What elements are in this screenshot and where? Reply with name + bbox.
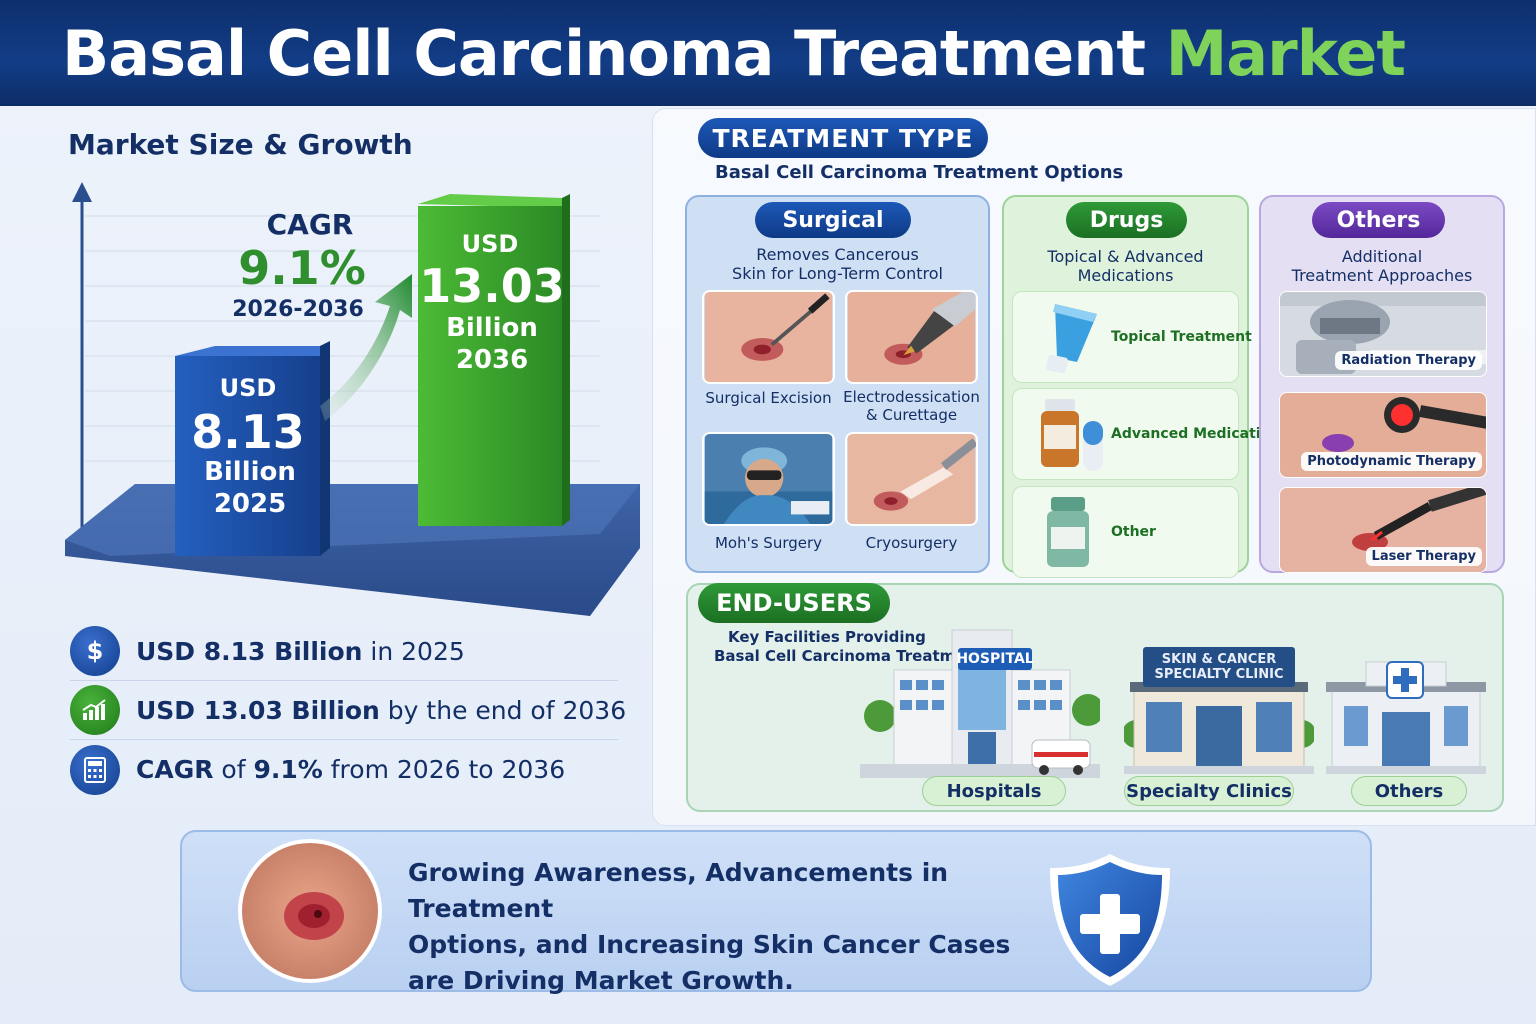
- cagr-value: 9.1%: [238, 241, 366, 295]
- bar-chart-svg: USD 8.13 Billion 2025 USD 13.03 Billion …: [65, 182, 640, 616]
- calculator-icon: [70, 744, 120, 795]
- surgical-excision-image: [702, 290, 835, 384]
- market-bar-chart: USD 8.13 Billion 2025 USD 13.03 Billion …: [40, 176, 650, 626]
- bar-2036-year: 2036: [456, 345, 528, 375]
- hospitals-label: Hospitals: [922, 776, 1066, 806]
- mohs-surgery-image: [702, 432, 835, 526]
- advanced-medication-label: Advanced Medication: [1111, 426, 1281, 442]
- topical-treatment-card: Topical Treatment: [1012, 291, 1252, 383]
- radiation-therapy-card: Radiation Therapy: [1279, 291, 1487, 377]
- cagr-label: CAGR: [267, 208, 354, 241]
- clinic-sign-line1: SKIN & CANCER: [1161, 652, 1277, 667]
- bar-2025-currency: USD: [220, 374, 277, 402]
- specialty-clinic-building-image: [1124, 682, 1314, 774]
- end-users-pill: END-USERS: [698, 583, 890, 623]
- bar-2036-currency: USD: [462, 230, 519, 258]
- fact-2025-bold: USD 8.13 Billion: [136, 636, 363, 666]
- fact-text-cagr: CAGR of 9.1% from 2026 to 2036: [136, 755, 565, 784]
- skin-lesion-image: [238, 839, 382, 983]
- fact-cagr-rest: from 2026 to 2036: [322, 755, 566, 784]
- fact-row-2025: $ USD 8.13 Billion in 2025: [70, 622, 618, 681]
- shield-icon: [1050, 854, 1170, 986]
- market-facts-list: $ USD 8.13 Billion in 2025 USD 13.03 Bil…: [70, 622, 626, 799]
- surgical-desc-line2: Skin for Long-Term Control: [732, 264, 943, 283]
- page-title: Basal Cell Carcinoma Treatment Market: [62, 16, 1406, 90]
- electrodessication-label: Electrodessication & Curettage: [835, 388, 988, 424]
- banner-line2: Options, and Increasing Skin Cancer Case…: [408, 930, 1011, 959]
- banner-text: Growing Awareness, Advancements in Treat…: [408, 855, 1048, 999]
- ointment-tube-icon: [1046, 304, 1097, 374]
- bar-2036-unit: Billion: [446, 313, 538, 343]
- others-facility-label: Others: [1351, 776, 1467, 806]
- fact-cagr-mid: of: [213, 755, 254, 784]
- growth-arrow: [320, 274, 412, 421]
- title-main: Basal Cell Carcinoma Treatment: [62, 16, 1146, 90]
- drugs-desc: Topical & Advanced Medications: [1004, 247, 1247, 285]
- others-desc: Additional Treatment Approaches: [1261, 247, 1503, 285]
- medical-cross-icon: [1386, 661, 1424, 699]
- fact-2025-rest: in 2025: [362, 636, 465, 666]
- mohs-surgery-label: Moh's Surgery: [714, 534, 823, 552]
- y-axis-arrowhead: [72, 182, 92, 202]
- others-desc-line1: Additional: [1341, 247, 1423, 266]
- surgical-pill: Surgical: [755, 202, 911, 238]
- clinic-sign: SKIN & CANCER SPECIALTY CLINIC: [1143, 647, 1295, 687]
- laser-therapy-card: Laser Therapy: [1279, 487, 1487, 573]
- electrodessication-label-line1: Electrodessication: [843, 388, 980, 406]
- end-users-desc: Key Facilities Providing Basal Cell Carc…: [714, 628, 983, 666]
- bar-2025-value: 8.13: [191, 405, 305, 459]
- title-accent: Market: [1165, 16, 1406, 90]
- other-drug-card: Other: [1012, 486, 1239, 578]
- fact-cagr-bold2: 9.1%: [253, 755, 323, 784]
- advanced-medication-card: Advanced Medication: [1012, 388, 1280, 480]
- fact-text-2025: USD 8.13 Billion in 2025: [136, 637, 465, 666]
- fact-text-2036: USD 13.03 Billion by the end of 2036: [136, 696, 626, 725]
- medicine-bottle-icon: [1041, 399, 1103, 471]
- fact-cagr-bold: CAGR: [136, 755, 214, 784]
- drugs-desc-line1: Topical & Advanced: [1047, 247, 1204, 266]
- banner-line3: are Driving Market Growth.: [408, 966, 794, 995]
- treatment-subtitle: Basal Cell Carcinoma Treatment Options: [715, 162, 1124, 183]
- surgical-desc: Removes Cancerous Skin for Long-Term Con…: [687, 245, 988, 283]
- electrodessication-label-line2: & Curettage: [865, 406, 958, 424]
- others-pill: Others: [1312, 202, 1445, 238]
- end-users-desc-line2: Basal Cell Carcinoma Treatment: [714, 647, 984, 665]
- fact-row-2036: USD 13.03 Billion by the end of 2036: [70, 681, 626, 740]
- drugs-pill: Drugs: [1066, 202, 1187, 238]
- photodynamic-therapy-card: Photodynamic Therapy: [1279, 392, 1487, 478]
- specialty-clinics-label: Specialty Clinics: [1124, 776, 1294, 806]
- fact-2036-rest: by the end of 2036: [379, 695, 627, 725]
- drugs-desc-line2: Medications: [1077, 266, 1174, 285]
- cryosurgery-label: Cryosurgery: [865, 534, 958, 552]
- others-desc-line2: Treatment Approaches: [1291, 266, 1473, 285]
- laser-therapy-label: Laser Therapy: [1365, 547, 1482, 566]
- header-bar: Basal Cell Carcinoma Treatment Market: [0, 0, 1536, 106]
- topical-treatment-label: Topical Treatment: [1111, 329, 1252, 345]
- market-size-title: Market Size & Growth: [68, 128, 413, 161]
- clinic-sign-line2: SPECIALTY CLINIC: [1154, 667, 1284, 682]
- bar-2036-value: 13.03: [419, 259, 565, 313]
- banner-line1: Growing Awareness, Advancements in Treat…: [408, 858, 949, 923]
- end-users-desc-line1: Key Facilities Providing: [728, 628, 926, 646]
- bar-2025-unit: Billion: [204, 457, 296, 487]
- pill-jar-icon: [1047, 497, 1089, 567]
- bar-2025: USD 8.13 Billion 2025: [175, 341, 330, 556]
- hospital-sign: HOSPITAL: [956, 648, 1034, 670]
- cryosurgery-image: [845, 432, 978, 526]
- radiation-therapy-label: Radiation Therapy: [1335, 351, 1482, 370]
- growth-chart-icon: [70, 685, 120, 735]
- treatment-type-pill: TREATMENT TYPE: [698, 118, 988, 158]
- fact-2036-bold: USD 13.03 Billion: [136, 695, 380, 725]
- other-drug-label: Other: [1111, 524, 1156, 540]
- surgical-desc-line1: Removes Cancerous: [756, 245, 919, 264]
- surgical-excision-label: Surgical Excision: [705, 389, 832, 407]
- bar-2036: USD 13.03 Billion 2036: [418, 194, 570, 526]
- photodynamic-therapy-label: Photodynamic Therapy: [1301, 452, 1482, 471]
- fact-row-cagr: CAGR of 9.1% from 2026 to 2036: [70, 740, 618, 799]
- electrodessication-image: [845, 290, 978, 384]
- dollar-icon: $: [70, 626, 120, 676]
- other-facility-building-image: [1326, 661, 1486, 774]
- bar-2025-year: 2025: [214, 489, 286, 519]
- cagr-period: 2026-2036: [232, 297, 364, 322]
